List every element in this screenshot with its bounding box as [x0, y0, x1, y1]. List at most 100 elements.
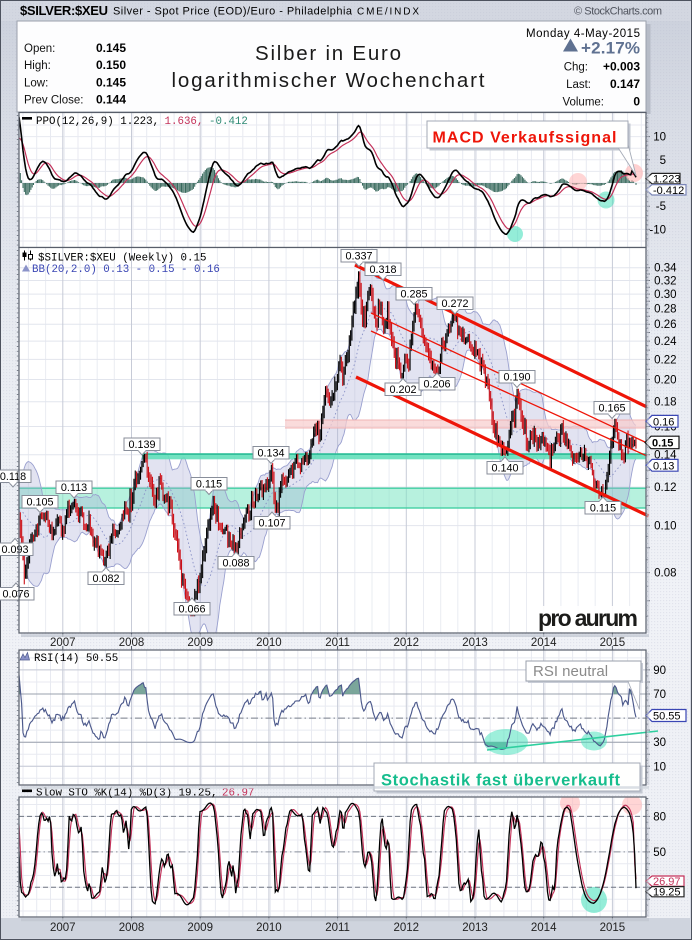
svg-text:PPO(12,26,9) 1.223,: PPO(12,26,9) 1.223, — [36, 116, 159, 128]
svg-text:2011: 2011 — [325, 922, 350, 934]
svg-text:19.25: 19.25 — [653, 887, 681, 899]
svg-text:2010: 2010 — [256, 922, 282, 934]
svg-text:2015: 2015 — [600, 922, 626, 934]
svg-text:Open:: Open: — [24, 43, 55, 55]
svg-text:26.97: 26.97 — [653, 876, 681, 888]
svg-text:0.18: 0.18 — [654, 397, 676, 409]
svg-text:0.272: 0.272 — [441, 298, 468, 310]
svg-text:0.15: 0.15 — [652, 437, 673, 449]
svg-text:2010: 2010 — [256, 637, 282, 649]
svg-text:0: 0 — [633, 95, 640, 109]
svg-text:0.082: 0.082 — [92, 573, 119, 585]
svg-text:50: 50 — [653, 847, 666, 859]
svg-text:0.144: 0.144 — [96, 93, 126, 107]
svg-text:0.147: 0.147 — [610, 77, 640, 91]
svg-text:Chg:: Chg: — [564, 62, 588, 74]
svg-text:2015: 2015 — [600, 637, 626, 649]
svg-text:0.24: 0.24 — [654, 336, 677, 348]
svg-text:90: 90 — [653, 665, 666, 677]
svg-text:50.55: 50.55 — [653, 711, 681, 723]
svg-text:2013: 2013 — [462, 922, 488, 934]
svg-text:26.97: 26.97 — [222, 788, 254, 800]
svg-text:5: 5 — [660, 155, 666, 167]
svg-text:1.223: 1.223 — [653, 174, 681, 186]
svg-text:0.26: 0.26 — [654, 319, 676, 331]
svg-text:Volume:: Volume: — [562, 97, 604, 109]
svg-text:-10: -10 — [649, 224, 666, 236]
svg-text:0.30: 0.30 — [654, 289, 676, 301]
svg-text:0.318: 0.318 — [369, 264, 396, 276]
svg-text:0.105: 0.105 — [26, 496, 53, 508]
svg-text:0.20: 0.20 — [654, 375, 676, 387]
svg-text:2009: 2009 — [187, 922, 213, 934]
svg-text:0.107: 0.107 — [258, 517, 285, 529]
svg-text:2012: 2012 — [394, 922, 420, 934]
svg-text:0.165: 0.165 — [598, 402, 625, 414]
svg-text:1.636,: 1.636, — [165, 116, 204, 128]
svg-text:2013: 2013 — [462, 637, 488, 649]
svg-text:80: 80 — [653, 811, 666, 823]
svg-text:0.066: 0.066 — [178, 603, 205, 615]
svg-text:0.076: 0.076 — [2, 588, 29, 600]
svg-text:0.115: 0.115 — [590, 502, 616, 514]
svg-text:0.12: 0.12 — [654, 482, 676, 494]
svg-text:Silver - Spot Price (EOD)/Euro: Silver - Spot Price (EOD)/Euro - Philade… — [113, 6, 353, 18]
svg-text:RSI neutral: RSI neutral — [533, 663, 608, 680]
svg-text:0.150: 0.150 — [96, 58, 126, 72]
svg-text:0.202: 0.202 — [389, 384, 416, 396]
svg-text:0.13: 0.13 — [653, 460, 674, 472]
svg-text:10: 10 — [653, 132, 666, 144]
svg-text:0.134: 0.134 — [257, 447, 284, 459]
svg-text:0.190: 0.190 — [503, 371, 530, 383]
svg-text:© StockCharts.com: © StockCharts.com — [574, 6, 662, 18]
svg-text:0.08: 0.08 — [654, 568, 676, 580]
svg-text:Prev Close:: Prev Close: — [24, 95, 83, 107]
svg-text:2014: 2014 — [531, 637, 557, 649]
svg-text:0.118: 0.118 — [0, 471, 26, 483]
svg-text:2008: 2008 — [119, 637, 145, 649]
svg-text:0.22: 0.22 — [654, 354, 676, 366]
svg-text:0.28: 0.28 — [654, 304, 676, 316]
svg-text:2007: 2007 — [50, 637, 76, 649]
svg-text:70: 70 — [653, 689, 666, 701]
svg-text:0.16: 0.16 — [653, 416, 674, 428]
svg-text:MACD Verkaufssignal: MACD Verkaufssignal — [433, 130, 617, 147]
svg-text:0.10: 0.10 — [654, 521, 676, 533]
svg-text:+2.17%: +2.17% — [581, 39, 640, 58]
svg-text:0.145: 0.145 — [96, 75, 126, 89]
svg-text:0.34: 0.34 — [654, 263, 677, 275]
svg-text:10: 10 — [653, 761, 666, 773]
svg-text:$SILVER:$XEU: $SILVER:$XEU — [20, 3, 108, 18]
svg-text:pro aurum: pro aurum — [538, 605, 638, 631]
svg-text:0.115: 0.115 — [196, 478, 222, 490]
svg-text:Stochastik fast überverkauft: Stochastik fast überverkauft — [381, 772, 621, 790]
svg-text:High:: High: — [24, 60, 51, 72]
svg-text:2012: 2012 — [394, 637, 420, 649]
svg-text:2008: 2008 — [119, 922, 145, 934]
svg-text:2011: 2011 — [325, 637, 350, 649]
svg-text:0.285: 0.285 — [400, 288, 427, 300]
svg-text:0.088: 0.088 — [222, 557, 249, 569]
svg-text:0.139: 0.139 — [128, 439, 155, 451]
svg-text:Monday 4-May-2015: Monday 4-May-2015 — [526, 28, 640, 40]
svg-text:BB(20,2.0) 0.13 - 0.15 - 0.16: BB(20,2.0) 0.13 - 0.15 - 0.16 — [32, 264, 220, 276]
svg-text:2014: 2014 — [531, 922, 557, 934]
svg-text:Slow STO %K(14) %D(3) 19.25,: Slow STO %K(14) %D(3) 19.25, — [36, 788, 217, 800]
svg-text:0.337: 0.337 — [345, 250, 372, 262]
svg-text:0.093: 0.093 — [1, 544, 28, 556]
svg-text:Silber in Euro: Silber in Euro — [255, 42, 401, 65]
svg-text:-5: -5 — [656, 201, 666, 213]
svg-text:30: 30 — [653, 737, 666, 749]
svg-text:-0.412: -0.412 — [653, 185, 684, 197]
svg-text:Low:: Low: — [24, 77, 48, 89]
svg-text:0.32: 0.32 — [654, 276, 676, 288]
svg-text:0.145: 0.145 — [96, 41, 126, 55]
svg-text:$SILVER:$XEU (Weekly) 0.15: $SILVER:$XEU (Weekly) 0.15 — [38, 253, 206, 265]
svg-text:RSI(14) 50.55: RSI(14) 50.55 — [34, 653, 118, 665]
svg-text:-0.412: -0.412 — [209, 116, 248, 128]
svg-text:2009: 2009 — [187, 637, 213, 649]
svg-text:Last:: Last: — [566, 79, 591, 91]
svg-text:0.113: 0.113 — [61, 482, 87, 494]
svg-text:0.14: 0.14 — [654, 450, 677, 462]
svg-text:0.206: 0.206 — [423, 378, 450, 390]
